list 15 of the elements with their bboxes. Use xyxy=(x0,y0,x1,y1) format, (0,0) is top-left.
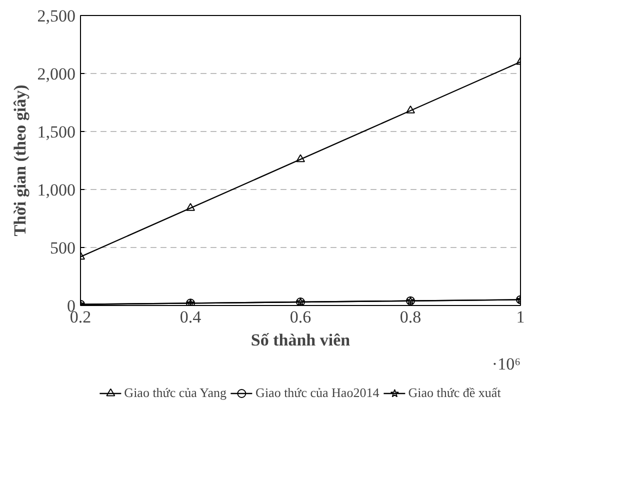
y-tick-label: 2,000 xyxy=(37,64,76,84)
legend-label: Giao thức của Hao2014 xyxy=(256,385,380,401)
x-tick-label: 0.4 xyxy=(180,308,202,326)
y-tick-label: 500 xyxy=(50,238,76,258)
y-tick-label: 2,500 xyxy=(37,6,76,26)
y-axis-title: Thời gian (theo giây) xyxy=(10,84,30,236)
x-axis-title: Số thành viên xyxy=(250,330,351,350)
x-tick-label: 0.6 xyxy=(290,308,312,326)
legend-label: Giao thức của Yang xyxy=(124,385,227,401)
legend-label: Giao thức đề xuất xyxy=(408,385,501,401)
x-tick-label: 1 xyxy=(516,308,525,326)
y-tick-label: 1,500 xyxy=(37,122,76,142)
x-tick-label: 0.8 xyxy=(400,308,422,326)
y-tick-label: 1,000 xyxy=(37,180,76,200)
text: ·10⁶ xyxy=(492,354,521,374)
